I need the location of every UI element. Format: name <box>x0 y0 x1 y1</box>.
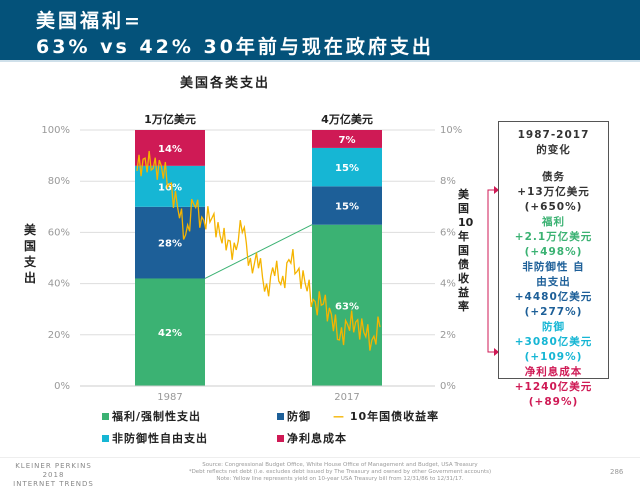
bar-segment <box>135 165 205 207</box>
x-tick-label: 2017 <box>334 392 359 403</box>
bar-value-label: 14% <box>158 144 182 155</box>
bar-segment <box>135 130 205 166</box>
legend-defense: 防御 <box>277 408 311 424</box>
summary-label: 净利息成本 <box>524 366 583 378</box>
y2-axis-label: 美国10年国债收益率 <box>458 188 474 313</box>
title-line-2: 63% vs 42% 30年前与现在政府支出 <box>36 36 434 58</box>
summary-item: 净利息成本 +1240亿美元 (+89%) <box>499 365 608 410</box>
summary-pct: (+277%) <box>524 306 583 318</box>
summary-value: +13万亿美元 <box>517 186 590 198</box>
y-tick-label: 40% <box>48 279 70 290</box>
y2-tick-label: 8% <box>440 176 456 187</box>
arrow-icon <box>494 348 499 356</box>
summary-pct: (+89%) <box>528 396 579 408</box>
footer-brand: KLEINER PERKINS 2018 INTERNET TRENDS <box>13 462 94 488</box>
summary-item: 债务 +13万亿美元 (+650%) <box>499 170 608 215</box>
arrow-icon <box>494 186 499 194</box>
y-tick-label: 80% <box>48 176 70 187</box>
summary-pct: (+498%) <box>524 246 583 258</box>
bar-segment <box>312 224 382 386</box>
summary-label: 福利 <box>542 216 565 228</box>
bar-segment <box>135 206 205 279</box>
bar-value-label: 42% <box>158 328 182 339</box>
header-bar: 美国福利= 63% vs 42% 30年前与现在政府支出 <box>0 0 640 62</box>
y-tick-label: 100% <box>41 125 70 136</box>
bar-total-label: 4万亿美元 <box>321 112 373 126</box>
y2-tick-label: 4% <box>440 279 456 290</box>
y-tick-label: 60% <box>48 227 70 238</box>
footer-notes: Source: Congressional Budget Office, Whi… <box>188 462 492 482</box>
x-tick-label: 1987 <box>157 392 182 403</box>
legend-swatch <box>102 413 109 420</box>
summary-title-1: 1987-2017 <box>517 129 590 141</box>
debt-bracket <box>487 189 494 353</box>
summary-title-2: 的变化 <box>536 144 571 156</box>
title-line-1: 美国福利= <box>36 10 143 32</box>
y-tick-label: 0% <box>54 381 70 392</box>
summary-item: 非防御性 自由支出 +4480亿美元 (+277%) <box>499 260 608 320</box>
bar-segment <box>312 186 382 225</box>
summary-box: 1987-2017 的变化 债务 +13万亿美元 (+650%) 福利 +2.1万亿美元… <box>498 121 609 408</box>
bar-total-label: 1万亿美元 <box>144 112 196 126</box>
bar-value-label: 28% <box>158 239 182 250</box>
summary-pct: (+109%) <box>524 351 583 363</box>
summary-item: 福利 +2.1万亿美元 (+498%) <box>499 215 608 260</box>
bar-value-label: 16% <box>158 182 182 193</box>
y-tick-label: 20% <box>48 330 70 341</box>
summary-label: 非防御性 自由支出 <box>522 261 585 288</box>
summary-value: +1240亿美元 <box>514 381 593 393</box>
summary-value: +3080亿美元 <box>514 336 593 348</box>
bar-segment <box>312 147 382 187</box>
legend-swatch <box>102 435 109 442</box>
bar-value-label: 63% <box>335 301 359 312</box>
legend-interest: 净利息成本 <box>277 430 347 446</box>
legend-swatch <box>277 413 284 420</box>
yield-line <box>136 150 381 351</box>
summary-pct: (+650%) <box>524 201 583 213</box>
legend-welfare: 福利/强制性支出 <box>102 408 201 424</box>
summary-label: 债务 <box>542 171 565 183</box>
legend-yield: — 10年国债收益率 <box>333 410 440 423</box>
legend-swatch <box>277 435 284 442</box>
bar-segment <box>312 130 382 148</box>
y-axis-label: 美国支出 <box>24 223 37 285</box>
chart-title: 美国各类支出 <box>180 76 271 91</box>
y2-tick-label: 10% <box>440 125 462 136</box>
legend-nondefense: 非防御性自由支出 <box>102 430 208 446</box>
bar-segment <box>135 278 205 386</box>
bar-value-label: 15% <box>335 202 359 213</box>
y2-tick-label: 2% <box>440 330 456 341</box>
page-number: 286 <box>610 468 624 476</box>
summary-value: +4480亿美元 <box>514 291 593 303</box>
summary-item: 防御 +3080亿美元 (+109%) <box>499 320 608 365</box>
footer-divider <box>0 457 640 458</box>
legend-line-swatch: — <box>333 410 350 423</box>
y2-tick-label: 6% <box>440 227 456 238</box>
summary-value: +2.1万亿美元 <box>514 231 593 243</box>
summary-label: 防御 <box>542 321 565 333</box>
bar-value-label: 7% <box>339 135 356 146</box>
welfare-growth-line <box>204 224 313 279</box>
bar-value-label: 15% <box>335 163 359 174</box>
y2-tick-label: 0% <box>440 381 456 392</box>
